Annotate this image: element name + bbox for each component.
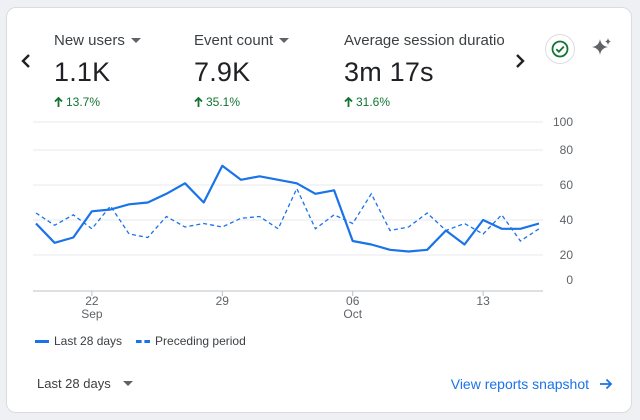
check-circle-icon bbox=[551, 40, 569, 58]
metric-label: New users bbox=[54, 32, 125, 49]
metric-event-count[interactable]: Event count 7.9K 35.1% bbox=[194, 32, 324, 109]
x-tick-label: 29 bbox=[216, 294, 230, 308]
insight-check-button[interactable] bbox=[545, 34, 575, 64]
metric-change: 13.7% bbox=[66, 95, 101, 109]
x-tick-label: 06 bbox=[346, 294, 360, 308]
y-tick-label: 80 bbox=[560, 143, 574, 157]
y-tick-label: 100 bbox=[553, 115, 573, 129]
legend-label: Last 28 days bbox=[54, 334, 123, 348]
arrow-right-icon bbox=[600, 378, 613, 390]
previous-metrics-button[interactable] bbox=[15, 50, 37, 72]
metric-new-users[interactable]: New users 1.1K 13.7% bbox=[54, 32, 184, 109]
series-line-preceding-period bbox=[35, 186, 540, 242]
caret-down-icon[interactable] bbox=[279, 38, 290, 43]
insights-card: New users 1.1K 13.7% Event count 7.9K 35… bbox=[6, 7, 632, 413]
chevron-right-icon bbox=[516, 54, 525, 68]
x-tick-label: 13 bbox=[476, 294, 490, 308]
metric-change: 35.1% bbox=[206, 95, 241, 109]
caret-down-icon[interactable] bbox=[130, 38, 141, 43]
insights-sparkle-button[interactable] bbox=[588, 34, 616, 62]
caret-down-icon bbox=[122, 381, 133, 386]
legend-label: Preceding period bbox=[155, 334, 246, 348]
y-tick-label: 40 bbox=[560, 213, 574, 227]
metric-value: 7.9K bbox=[194, 57, 251, 87]
metric-label: Event count bbox=[194, 32, 274, 49]
metric-average-session-duration[interactable]: Average session duration 3m 17s 31.6% bbox=[344, 32, 504, 109]
view-reports-snapshot-link[interactable]: View reports snapshot bbox=[451, 376, 613, 392]
x-tick-sublabel: Sep bbox=[81, 307, 103, 321]
series-line-last-28-days bbox=[35, 164, 540, 253]
y-tick-label: 0 bbox=[566, 273, 573, 287]
y-tick-label: 20 bbox=[560, 248, 574, 262]
x-tick-sublabel: Oct bbox=[343, 307, 362, 321]
legend-item-previous: Preceding period bbox=[136, 334, 246, 348]
metric-label: Average session duration bbox=[344, 32, 504, 49]
next-metrics-button[interactable] bbox=[509, 50, 531, 72]
date-range-dropdown[interactable]: Last 28 days bbox=[37, 376, 133, 391]
arrow-up-icon bbox=[344, 96, 353, 107]
chart-legend: Last 28 days Preceding period bbox=[35, 334, 246, 348]
x-tick-label: 22 bbox=[85, 294, 99, 308]
metric-value: 1.1K bbox=[54, 57, 111, 87]
y-tick-label: 60 bbox=[560, 178, 574, 192]
legend-swatch-solid bbox=[35, 339, 49, 343]
metric-change: 31.6% bbox=[356, 95, 391, 109]
arrow-up-icon bbox=[54, 96, 63, 107]
legend-item-current: Last 28 days bbox=[35, 334, 122, 348]
chevron-left-icon bbox=[21, 54, 30, 68]
date-range-label: Last 28 days bbox=[37, 376, 111, 391]
view-reports-label: View reports snapshot bbox=[450, 376, 589, 392]
legend-swatch-dashed bbox=[136, 339, 151, 343]
arrow-up-icon bbox=[194, 96, 203, 107]
metric-value: 3m 17s bbox=[344, 57, 434, 87]
sparkle-icon bbox=[592, 38, 611, 55]
